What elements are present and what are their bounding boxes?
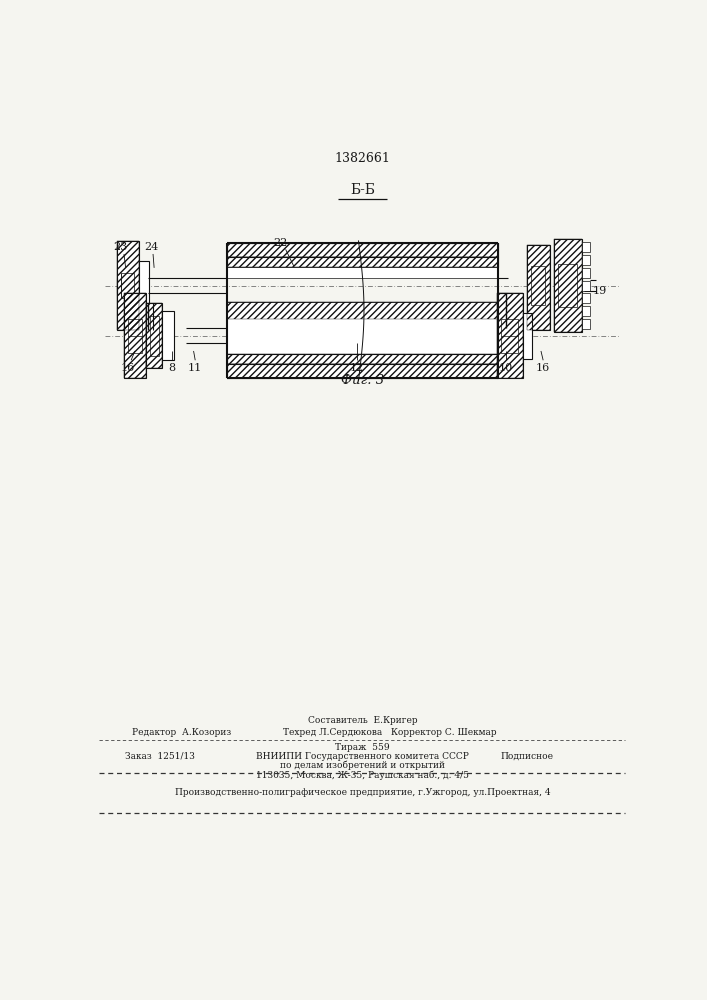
Bar <box>582 281 590 291</box>
Bar <box>227 243 498 257</box>
Bar <box>554 239 582 332</box>
Bar <box>582 319 590 329</box>
Bar <box>582 255 590 265</box>
Bar <box>227 364 498 378</box>
Bar <box>227 243 498 257</box>
Bar <box>139 261 148 310</box>
Text: 24: 24 <box>144 242 158 252</box>
Bar <box>227 354 498 364</box>
Bar <box>163 311 175 360</box>
Bar <box>227 302 498 319</box>
Text: 11: 11 <box>188 363 202 373</box>
Text: Редактор  А.Козориз: Редактор А.Козориз <box>132 728 231 737</box>
Bar <box>227 354 498 364</box>
Bar <box>582 293 590 303</box>
Bar <box>227 257 498 267</box>
Text: 8: 8 <box>168 363 175 373</box>
Text: 16: 16 <box>121 363 135 373</box>
Bar <box>150 316 158 356</box>
Text: 10: 10 <box>498 363 513 373</box>
Text: 1382661: 1382661 <box>334 152 390 165</box>
Text: Фиг. 3: Фиг. 3 <box>341 374 384 387</box>
Bar <box>501 319 518 353</box>
Bar <box>146 303 163 368</box>
Bar <box>227 267 498 278</box>
Bar <box>124 293 146 378</box>
Bar <box>227 302 498 354</box>
Text: Составитель  Е.Кригер: Составитель Е.Кригер <box>308 716 417 725</box>
Text: по делам изобретений и открытий: по делам изобретений и открытий <box>280 761 445 770</box>
Bar <box>582 242 590 252</box>
Bar <box>531 266 545 305</box>
Text: 23: 23 <box>113 242 127 252</box>
Bar <box>117 241 139 330</box>
Bar <box>582 268 590 278</box>
Bar <box>227 364 498 378</box>
Bar <box>496 293 523 378</box>
Bar <box>559 264 577 307</box>
Bar <box>146 303 163 368</box>
Bar <box>527 245 550 330</box>
Text: ВНИИПИ Государственного комитета СССР: ВНИИПИ Государственного комитета СССР <box>256 752 469 761</box>
Bar <box>554 239 582 332</box>
Text: Техред Л.Сердюкова   Корректор С. Шекмар: Техред Л.Сердюкова Корректор С. Шекмар <box>283 728 496 737</box>
Text: 12: 12 <box>350 363 364 373</box>
Bar <box>527 245 550 330</box>
Text: 22: 22 <box>273 238 287 248</box>
Text: Производственно-полиграфическое предприятие, г.Ужгород, ул.Проектная, 4: Производственно-полиграфическое предприя… <box>175 788 550 797</box>
Bar <box>227 257 498 267</box>
Text: 113035, Москва, Ж-35, Раушская наб., д. 4/5: 113035, Москва, Ж-35, Раушская наб., д. … <box>256 770 469 780</box>
Bar <box>117 241 139 330</box>
Text: 19: 19 <box>592 286 607 296</box>
Bar <box>496 293 523 378</box>
Text: Тираж  559: Тираж 559 <box>335 743 390 752</box>
Bar <box>523 312 532 359</box>
Text: Подписное: Подписное <box>501 752 553 761</box>
Bar <box>227 302 498 319</box>
Bar <box>582 306 590 316</box>
Text: Б-Б: Б-Б <box>350 183 375 197</box>
Bar <box>124 293 146 378</box>
Bar <box>122 273 134 298</box>
Text: 16: 16 <box>536 363 550 373</box>
Bar <box>129 319 141 353</box>
Text: Заказ  1251/13: Заказ 1251/13 <box>124 752 194 761</box>
